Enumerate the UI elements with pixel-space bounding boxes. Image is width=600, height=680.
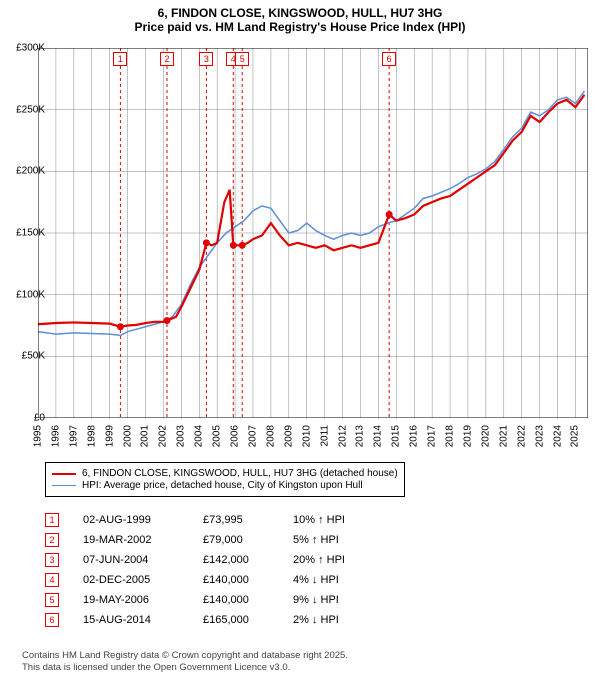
x-axis-label: 2005 <box>212 425 223 447</box>
sale-row-price: £165,000 <box>203 614 293 626</box>
sale-marker-box: 1 <box>113 52 127 66</box>
x-axis-label: 2021 <box>498 425 509 447</box>
legend-swatch-hpi <box>52 485 76 486</box>
sale-row-price: £142,000 <box>203 554 293 566</box>
x-axis-label: 2017 <box>427 425 438 447</box>
table-row: 4 02-DEC-2005£140,0004% ↓ HPI <box>45 570 383 590</box>
sale-row-delta: 9% ↓ HPI <box>293 594 383 606</box>
x-axis-label: 1998 <box>86 425 97 447</box>
x-axis-label: 2018 <box>445 425 456 447</box>
table-row: 3 07-JUN-2004£142,00020% ↑ HPI <box>45 550 383 570</box>
sale-row-marker: 6 <box>45 613 59 627</box>
legend-swatch-property <box>52 473 76 475</box>
sale-marker-box: 6 <box>382 52 396 66</box>
table-row: 5 19-MAY-2006£140,0009% ↓ HPI <box>45 590 383 610</box>
sale-row-date: 15-AUG-2014 <box>83 614 203 626</box>
x-axis-label: 2011 <box>319 425 330 447</box>
x-axis-label: 1997 <box>68 425 79 447</box>
x-axis-label: 2009 <box>283 425 294 447</box>
sale-row-marker: 2 <box>45 533 59 547</box>
sale-row-marker: 4 <box>45 573 59 587</box>
x-axis-label: 2022 <box>516 425 527 447</box>
sale-row-date: 19-MAY-2006 <box>83 594 203 606</box>
x-axis-label: 2014 <box>373 425 384 447</box>
y-axis-label: £300K <box>16 43 45 54</box>
x-axis-label: 2012 <box>337 425 348 447</box>
y-axis-label: £200K <box>16 166 45 177</box>
chart-svg <box>38 48 588 418</box>
sale-marker-box: 3 <box>199 52 213 66</box>
legend-label-property: 6, FINDON CLOSE, KINGSWOOD, HULL, HU7 3H… <box>82 468 398 479</box>
sale-row-marker: 1 <box>45 513 59 527</box>
x-axis-label: 1996 <box>50 425 61 447</box>
table-row: 2 19-MAR-2002£79,0005% ↑ HPI <box>45 530 383 550</box>
x-axis-label: 2020 <box>480 425 491 447</box>
chart-container: 6, FINDON CLOSE, KINGSWOOD, HULL, HU7 3H… <box>0 0 600 680</box>
x-axis-label: 2001 <box>140 425 151 447</box>
sale-row-price: £73,995 <box>203 514 293 526</box>
x-axis-label: 2004 <box>194 425 205 447</box>
sale-row-price: £140,000 <box>203 594 293 606</box>
x-axis-label: 1995 <box>33 425 44 447</box>
chart-legend: 6, FINDON CLOSE, KINGSWOOD, HULL, HU7 3H… <box>45 462 405 497</box>
x-axis-label: 2024 <box>552 425 563 447</box>
sale-row-delta: 10% ↑ HPI <box>293 514 383 526</box>
chart-plot-area <box>38 48 588 418</box>
x-axis-label: 2002 <box>158 425 169 447</box>
footer-line1: Contains HM Land Registry data © Crown c… <box>22 650 348 662</box>
sale-row-price: £79,000 <box>203 534 293 546</box>
y-axis-label: £250K <box>16 104 45 115</box>
sale-row-date: 02-AUG-1999 <box>83 514 203 526</box>
x-axis-label: 2013 <box>355 425 366 447</box>
y-axis-label: £50K <box>22 351 45 362</box>
table-row: 1 02-AUG-1999£73,99510% ↑ HPI <box>45 510 383 530</box>
x-axis-label: 2000 <box>122 425 133 447</box>
x-axis-label: 2023 <box>534 425 545 447</box>
table-row: 6 15-AUG-2014£165,0002% ↓ HPI <box>45 610 383 630</box>
chart-title-line2: Price paid vs. HM Land Registry's House … <box>0 20 600 38</box>
sale-row-delta: 5% ↑ HPI <box>293 534 383 546</box>
sale-row-delta: 20% ↑ HPI <box>293 554 383 566</box>
sale-row-marker: 5 <box>45 593 59 607</box>
legend-item-property: 6, FINDON CLOSE, KINGSWOOD, HULL, HU7 3H… <box>52 468 398 479</box>
legend-label-hpi: HPI: Average price, detached house, City… <box>82 480 363 491</box>
sale-marker-box: 2 <box>160 52 174 66</box>
sale-row-delta: 4% ↓ HPI <box>293 574 383 586</box>
y-axis-label: £0 <box>34 413 45 424</box>
sale-row-price: £140,000 <box>203 574 293 586</box>
sale-row-date: 07-JUN-2004 <box>83 554 203 566</box>
sales-table: 1 02-AUG-1999£73,99510% ↑ HPI 2 19-MAR-2002… <box>45 510 383 630</box>
x-axis-label: 1999 <box>104 425 115 447</box>
y-axis-label: £150K <box>16 228 45 239</box>
x-axis-label: 2019 <box>462 425 473 447</box>
x-axis-label: 2006 <box>230 425 241 447</box>
sale-marker-box: 5 <box>235 52 249 66</box>
legend-item-hpi: HPI: Average price, detached house, City… <box>52 480 398 491</box>
sale-row-date: 19-MAR-2002 <box>83 534 203 546</box>
sale-row-delta: 2% ↓ HPI <box>293 614 383 626</box>
x-axis-label: 2016 <box>409 425 420 447</box>
x-axis-label: 2003 <box>176 425 187 447</box>
sale-row-marker: 3 <box>45 553 59 567</box>
footer-line2: This data is licensed under the Open Gov… <box>22 662 348 674</box>
x-axis-label: 2025 <box>570 425 581 447</box>
x-axis-label: 2010 <box>301 425 312 447</box>
x-axis-label: 2007 <box>247 425 258 447</box>
y-axis-label: £100K <box>16 289 45 300</box>
footer-attribution: Contains HM Land Registry data © Crown c… <box>22 650 348 674</box>
sale-row-date: 02-DEC-2005 <box>83 574 203 586</box>
chart-title-line1: 6, FINDON CLOSE, KINGSWOOD, HULL, HU7 3H… <box>0 0 600 20</box>
x-axis-label: 2008 <box>265 425 276 447</box>
x-axis-label: 2015 <box>391 425 402 447</box>
